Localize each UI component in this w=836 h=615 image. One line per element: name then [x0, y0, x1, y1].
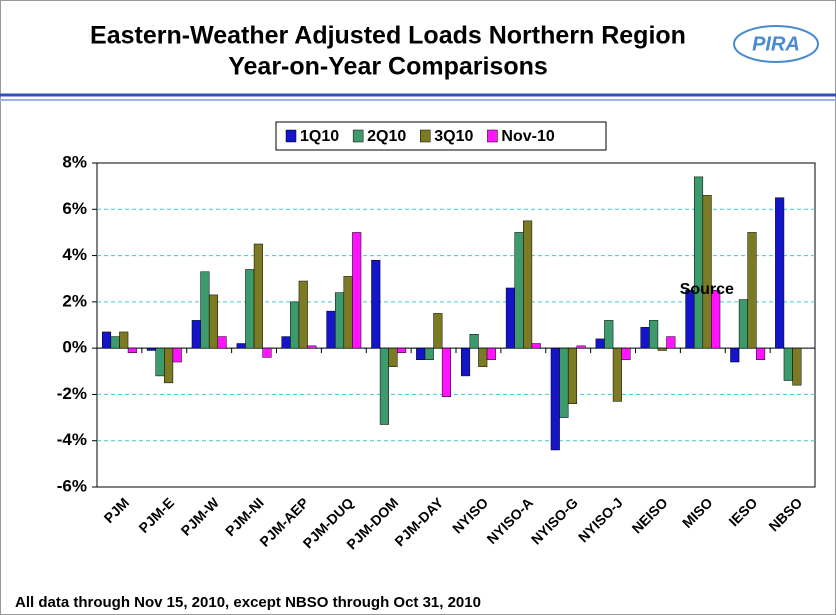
y-tick-label: -2%: [57, 384, 87, 403]
bar: [416, 347, 426, 360]
bar: [119, 331, 129, 349]
bar: [217, 336, 227, 349]
bar: [236, 343, 246, 349]
logo: PIRA: [752, 33, 800, 55]
bar: [730, 347, 740, 363]
bar: [666, 336, 676, 349]
bar: [747, 232, 757, 349]
bar: [110, 336, 120, 349]
y-tick-label: 6%: [62, 199, 87, 218]
bar: [567, 347, 578, 404]
bar: [262, 347, 272, 358]
bar: [640, 327, 650, 349]
bar: [711, 290, 721, 349]
bar: [200, 271, 210, 349]
bar: [326, 310, 336, 349]
bar: [486, 347, 496, 360]
logo-ring: [733, 25, 819, 63]
bar: [756, 347, 766, 360]
bar: [702, 195, 712, 349]
bar: [343, 276, 353, 349]
bar: [388, 347, 398, 367]
bar: [469, 334, 479, 349]
bar: [352, 232, 362, 349]
y-tick-label: -6%: [57, 476, 87, 495]
bar: [460, 347, 471, 377]
bar: [523, 220, 533, 349]
legend-label: Nov-10: [501, 128, 554, 145]
bar: [281, 336, 291, 349]
legend-label: 3Q10: [434, 128, 473, 145]
bar: [531, 343, 541, 349]
bar: [595, 338, 605, 349]
bar: [604, 320, 614, 349]
bar: [514, 232, 524, 349]
legend-label: 1Q10: [300, 128, 339, 145]
bar: [127, 347, 137, 354]
chart-subtitle: Year-on-Year Comparisons: [228, 53, 548, 81]
bar: [172, 347, 182, 363]
bar: [649, 320, 659, 349]
bar: [155, 347, 165, 377]
footnote: All data through Nov 15, 2010, except NB…: [15, 594, 481, 611]
y-tick-label: 8%: [62, 152, 87, 171]
bar: [307, 345, 317, 349]
y-tick-label: -4%: [57, 430, 87, 449]
legend-box: [275, 121, 607, 151]
bar: [164, 347, 174, 384]
bar: [621, 347, 631, 360]
bar: [371, 259, 381, 349]
bar: [738, 299, 748, 349]
bar: [334, 292, 345, 349]
bar: [191, 320, 201, 349]
bar: [792, 347, 802, 386]
legend-label: 2Q10: [367, 128, 406, 145]
bar: [290, 301, 300, 349]
bar: [657, 347, 667, 351]
bar: [245, 269, 255, 349]
bar: [612, 347, 622, 402]
bar: [693, 176, 704, 349]
bar: [146, 347, 156, 351]
y-tick-label: 4%: [62, 245, 87, 264]
bar: [424, 347, 434, 360]
bar: [685, 290, 695, 349]
bar: [775, 197, 785, 349]
y-tick-label: 2%: [62, 291, 87, 310]
bar: [505, 287, 515, 349]
bar: [550, 347, 560, 451]
y-tick-label: 0%: [62, 338, 87, 357]
bar: [298, 280, 308, 349]
bar: [478, 347, 488, 367]
bar: [559, 347, 569, 418]
legend-swatch: [487, 129, 498, 143]
bar: [783, 347, 793, 381]
chart-title: Eastern-Weather Adjusted Loads Northern …: [90, 22, 686, 50]
bar: [433, 313, 443, 349]
annotation: Source: [680, 281, 734, 298]
bar: [379, 347, 389, 425]
legend-swatch: [285, 129, 297, 143]
legend-swatch: [352, 129, 364, 143]
bar: [441, 347, 452, 397]
bar: [576, 345, 586, 349]
bar: [253, 243, 263, 349]
legend-swatch: [420, 129, 431, 143]
bar: [397, 347, 407, 354]
bar: [101, 331, 112, 349]
bar: [208, 294, 219, 349]
